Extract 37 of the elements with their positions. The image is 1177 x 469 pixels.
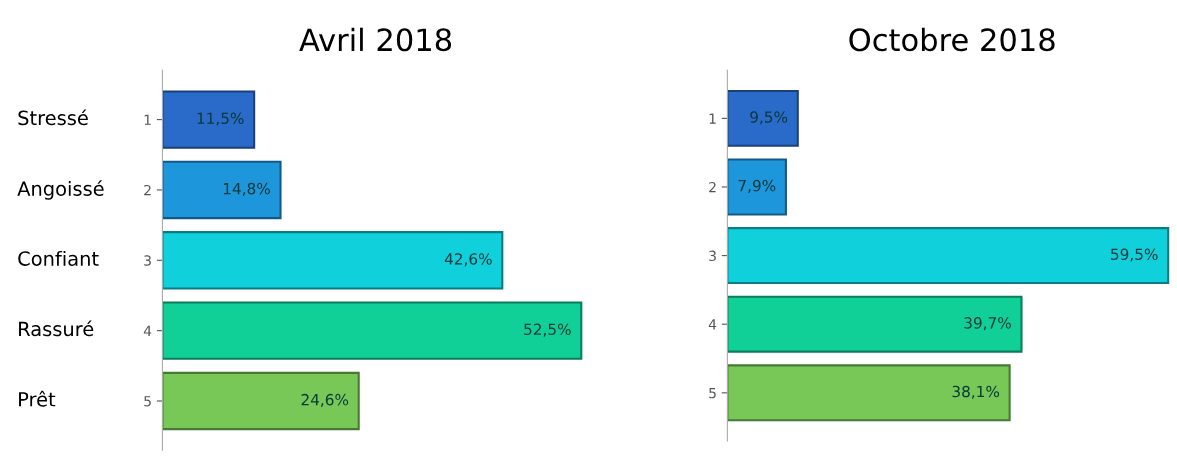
- text: Prêt: [19, 390, 56, 407]
- data-label: 7,9%: [738, 179, 776, 193]
- bar: [727, 227, 1170, 285]
- data-label: 59,5%: [1111, 248, 1158, 262]
- bar: [162, 160, 282, 220]
- bar: [727, 295, 1023, 353]
- data-label: 39,7%: [964, 317, 1011, 331]
- text: Rassuré: [19, 320, 94, 337]
- data-label: 14,8%: [223, 182, 270, 196]
- chart-title: Avril 2018: [299, 27, 452, 52]
- y-tick-label: 3: [144, 255, 151, 266]
- text: Confiant: [18, 250, 99, 266]
- bar: [162, 90, 256, 149]
- y-tick-label: 2: [709, 181, 716, 193]
- y-tick-label: 4: [143, 325, 152, 336]
- data-label: 42,6%: [444, 253, 492, 267]
- y-tick-label: 5: [144, 396, 151, 407]
- data-label: 11,5%: [197, 112, 244, 126]
- y-tick-label: 1: [144, 114, 151, 125]
- text: Angoissé: [17, 180, 104, 200]
- y-tick-label: 2: [144, 184, 151, 196]
- bar: [162, 301, 583, 360]
- text: Stressé: [18, 109, 88, 126]
- y-tick-label: 5: [709, 387, 716, 399]
- y-tick-label: 1: [709, 113, 716, 124]
- chart-title: Octobre 2018: [849, 27, 1055, 52]
- data-label: 52,5%: [524, 323, 571, 337]
- bar: [727, 364, 1011, 422]
- data-label: 38,1%: [952, 385, 1000, 399]
- y-tick-label: 3: [709, 250, 716, 262]
- data-label: 9,5%: [750, 111, 788, 125]
- bar: [162, 371, 360, 431]
- bar: [727, 89, 799, 147]
- y-tick-label: 4: [708, 319, 717, 330]
- bar: [162, 231, 504, 290]
- bar: [727, 158, 787, 216]
- data-label: 24,6%: [301, 393, 349, 407]
